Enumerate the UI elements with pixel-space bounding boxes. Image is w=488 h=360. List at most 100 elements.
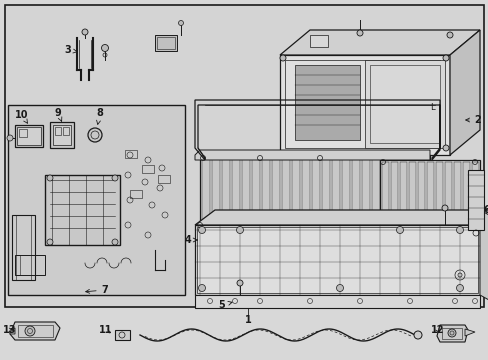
Text: 5: 5	[218, 300, 232, 310]
Circle shape	[442, 145, 448, 151]
Bar	[381, 157, 389, 228]
Bar	[453, 162, 460, 223]
Bar	[369, 65, 439, 143]
Bar	[444, 162, 451, 223]
Text: 4: 4	[184, 235, 197, 245]
Bar	[331, 157, 339, 228]
Bar	[222, 157, 229, 228]
Text: 7: 7	[85, 285, 108, 295]
Circle shape	[198, 226, 205, 234]
Polygon shape	[195, 225, 479, 295]
Circle shape	[413, 331, 421, 339]
Text: 8: 8	[96, 108, 103, 124]
Bar	[441, 328, 461, 339]
Bar	[361, 157, 369, 228]
Circle shape	[102, 45, 108, 51]
Bar	[285, 60, 439, 148]
Bar	[231, 157, 240, 228]
Circle shape	[82, 29, 88, 35]
Polygon shape	[195, 150, 429, 160]
Bar	[408, 162, 415, 223]
Bar	[271, 157, 280, 228]
Bar	[90, 132, 100, 138]
Bar	[17, 127, 41, 145]
Bar	[251, 157, 260, 228]
Polygon shape	[449, 30, 479, 155]
Bar	[426, 162, 433, 223]
Bar	[381, 162, 388, 223]
Bar	[411, 157, 419, 228]
Bar	[8, 105, 184, 295]
Bar	[5, 5, 483, 307]
Circle shape	[236, 226, 243, 234]
Circle shape	[112, 175, 118, 181]
Bar	[401, 157, 409, 228]
Bar	[462, 162, 469, 223]
Bar	[371, 157, 379, 228]
Circle shape	[178, 21, 183, 26]
Bar	[18, 325, 53, 337]
Bar	[212, 157, 220, 228]
Circle shape	[7, 135, 13, 141]
Bar	[15, 125, 43, 147]
Text: 1: 1	[244, 315, 251, 325]
Circle shape	[396, 226, 403, 234]
Bar	[417, 162, 424, 223]
Text: 2: 2	[465, 115, 480, 125]
Text: 12: 12	[430, 325, 444, 335]
Polygon shape	[467, 170, 483, 230]
Bar	[50, 122, 74, 148]
Bar	[390, 162, 397, 223]
Polygon shape	[436, 325, 467, 342]
Circle shape	[446, 32, 452, 38]
Circle shape	[280, 55, 285, 61]
Bar	[309, 35, 327, 47]
Bar	[155, 35, 177, 51]
Polygon shape	[280, 55, 449, 155]
Polygon shape	[10, 322, 60, 340]
Bar	[55, 127, 61, 135]
Circle shape	[47, 239, 53, 245]
Circle shape	[336, 284, 343, 292]
Bar	[63, 127, 69, 135]
Bar	[341, 157, 349, 228]
Bar	[19, 129, 27, 137]
Bar	[321, 157, 329, 228]
Bar	[15, 255, 45, 275]
Polygon shape	[294, 65, 359, 140]
Polygon shape	[364, 60, 444, 148]
Bar	[130, 190, 142, 198]
Bar	[125, 150, 137, 158]
Polygon shape	[464, 329, 474, 336]
Text: 6: 6	[483, 205, 488, 215]
Bar	[351, 157, 359, 228]
Bar	[242, 157, 249, 228]
Text: 13: 13	[3, 325, 17, 335]
Bar	[379, 160, 479, 225]
Polygon shape	[10, 328, 15, 334]
Circle shape	[88, 128, 102, 142]
Bar	[471, 162, 478, 223]
Polygon shape	[280, 30, 479, 55]
Circle shape	[356, 30, 362, 36]
Circle shape	[456, 226, 463, 234]
Circle shape	[237, 280, 243, 286]
Circle shape	[25, 326, 35, 336]
Bar	[435, 162, 442, 223]
Bar	[200, 155, 429, 230]
Circle shape	[441, 205, 447, 211]
Bar	[262, 157, 269, 228]
Text: 3: 3	[64, 45, 77, 55]
Text: 9: 9	[55, 108, 61, 121]
Circle shape	[112, 239, 118, 245]
Circle shape	[47, 175, 53, 181]
Text: 10: 10	[15, 110, 29, 123]
Circle shape	[447, 329, 455, 337]
Bar	[391, 157, 399, 228]
Bar	[142, 165, 154, 173]
Bar	[53, 125, 71, 145]
Text: L: L	[429, 104, 433, 112]
Circle shape	[456, 284, 463, 292]
Bar	[291, 157, 299, 228]
Text: 11: 11	[99, 325, 113, 335]
